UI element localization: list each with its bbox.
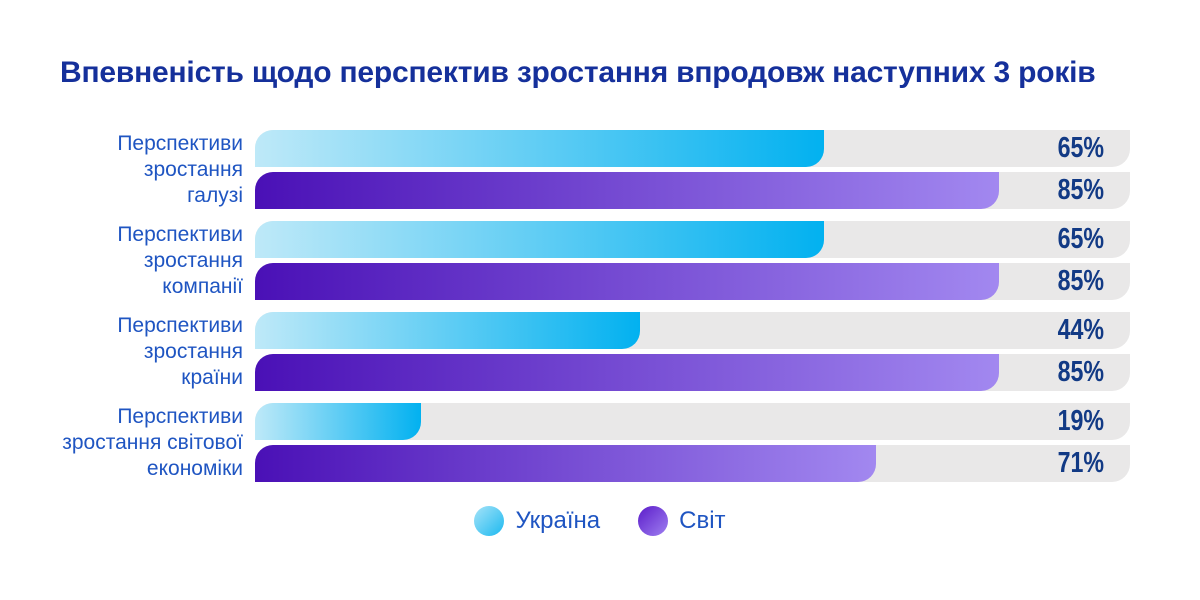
bar-fill-world <box>255 172 999 209</box>
bar-chart: Перспективи зростання галузі 65% 85% Перспект… <box>62 130 1130 494</box>
category-label: Перспективи зростання галузі <box>117 131 243 209</box>
category-group: Перспективи зростання країни 44% 85% <box>117 312 1130 391</box>
value-label: 65% <box>1057 131 1104 164</box>
bar-row-ukraine: 44% <box>255 312 1130 349</box>
category-label-line: галузі <box>187 183 243 207</box>
category-label-line: країни <box>181 365 243 389</box>
category-label-line: зростання <box>143 339 243 363</box>
bar-fill-ukraine <box>255 221 824 258</box>
legend-item-world: Світ <box>638 506 726 536</box>
bar-row-world: 71% <box>255 445 1130 482</box>
bar-row-world: 85% <box>255 172 1130 209</box>
bar-row-world: 85% <box>255 354 1130 391</box>
legend-label: Світ <box>679 507 726 534</box>
category-label-line: зростання <box>143 157 243 181</box>
category-label: Перспективи зростання компанії <box>117 222 243 300</box>
category-label: Перспективи зростання світової економіки <box>62 404 243 482</box>
bar-fill-ukraine <box>255 403 422 440</box>
category-label-line: Перспективи <box>117 222 243 246</box>
value-label: 19% <box>1057 404 1104 437</box>
category-label-line: Перспективи <box>117 131 243 155</box>
legend-dot-ukraine <box>474 506 505 536</box>
legend-item-ukraine: Україна <box>474 506 600 536</box>
bar-fill-ukraine <box>255 130 824 167</box>
value-label: 65% <box>1057 222 1104 255</box>
chart-title: Впевненість щодо перспектив зростання вп… <box>60 56 1096 89</box>
legend-label: Україна <box>515 507 601 534</box>
bar-row-ukraine: 65% <box>255 130 1130 167</box>
value-label: 85% <box>1057 264 1104 297</box>
bar-row-ukraine: 65% <box>255 221 1130 258</box>
legend: Україна Світ <box>0 506 1200 536</box>
bar-row-ukraine: 19% <box>255 403 1130 440</box>
category-label-line: Перспективи <box>117 313 243 337</box>
bar-fill-world <box>255 445 877 482</box>
category-label-line: компанії <box>162 274 243 298</box>
category-label-line: економіки <box>146 456 243 480</box>
category-label-line: зростання світової <box>62 430 243 454</box>
bar-fill-world <box>255 263 999 300</box>
value-label: 85% <box>1057 355 1104 388</box>
category-group: Перспективи зростання компанії 65% 85% <box>117 221 1130 300</box>
bar-fill-ukraine <box>255 312 640 349</box>
value-label: 85% <box>1057 173 1104 206</box>
bar-fill-world <box>255 354 999 391</box>
value-label: 71% <box>1057 446 1104 479</box>
category-group: Перспективи зростання світової економіки 19… <box>62 403 1130 482</box>
bar-row-world: 85% <box>255 263 1130 300</box>
legend-dot-world <box>638 506 669 536</box>
value-label: 44% <box>1057 313 1104 346</box>
category-label-line: Перспективи <box>117 404 243 428</box>
category-group: Перспективи зростання галузі 65% 85% <box>117 130 1130 209</box>
category-label: Перспективи зростання країни <box>117 313 243 391</box>
category-label-line: зростання <box>143 248 243 272</box>
